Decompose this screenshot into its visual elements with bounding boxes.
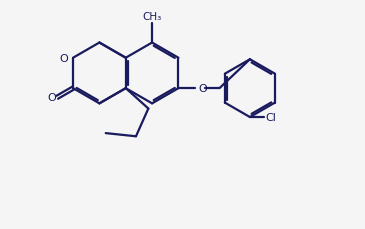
Text: O: O	[47, 93, 56, 103]
Text: O: O	[198, 84, 207, 94]
Text: O: O	[60, 54, 69, 63]
Text: Cl: Cl	[265, 112, 276, 123]
Text: CH₃: CH₃	[142, 12, 162, 22]
